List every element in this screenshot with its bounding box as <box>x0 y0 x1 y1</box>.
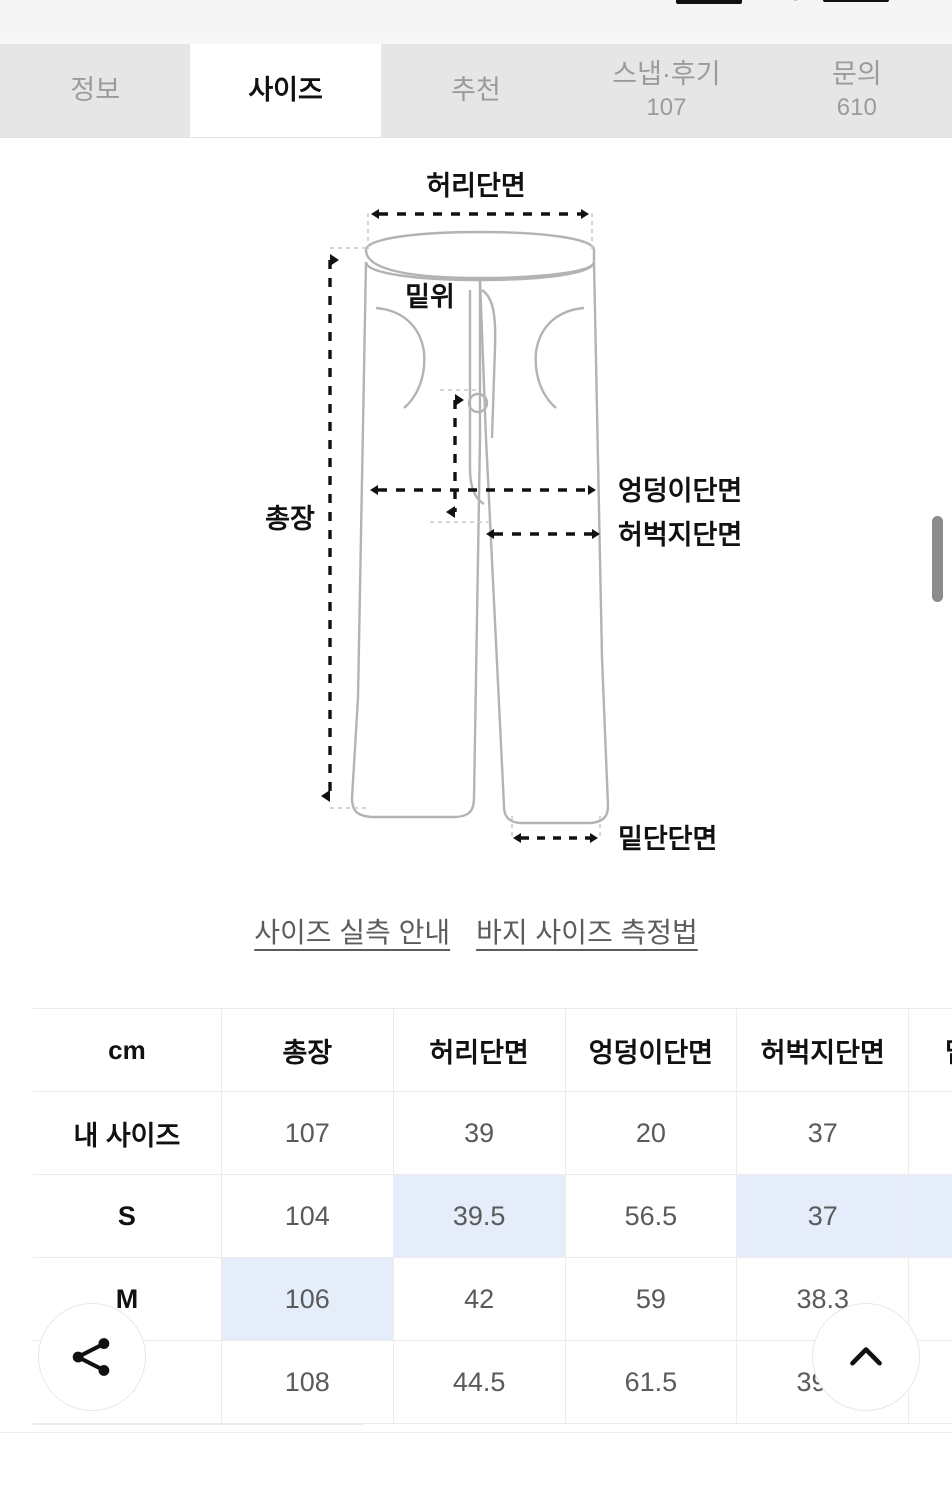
diagram-label-total-length: 총장 <box>265 504 315 534</box>
table-row: M 106 42 59 38.3 37 <box>33 1257 952 1341</box>
table-row: 내 사이즈 107 39 20 37 36 <box>33 1091 952 1175</box>
size-table-unit-header: cm <box>33 1008 222 1092</box>
page-scrollbar-thumb[interactable] <box>932 516 943 602</box>
tab-info-label: 정보 <box>70 74 121 105</box>
diagram-label-rise: 밑위 <box>405 282 455 312</box>
cell-mysize-waist: 39 <box>393 1091 566 1175</box>
pants-measurement-diagram: 허리단면 총장 밑위 엉덩이단면 허벅지단면 밑단 <box>0 138 952 898</box>
top-strip-base <box>0 38 952 44</box>
pants-measure-method-link[interactable]: 바지 사이즈 측정법 <box>476 917 698 948</box>
cell-s-hem: 36 <box>908 1174 952 1258</box>
diagram-label-hip: 엉덩이단면 <box>618 476 742 506</box>
cell-mysize-hip: 20 <box>565 1091 738 1175</box>
size-table-row-label-s: S <box>33 1174 222 1258</box>
cell-m-hem: 37 <box>908 1257 952 1341</box>
size-table-row-label-my-size: 내 사이즈 <box>33 1091 222 1175</box>
cell-m-total-length: 106 <box>221 1257 394 1341</box>
tab-recommend[interactable]: 추천 <box>380 44 572 137</box>
tab-info[interactable]: 정보 <box>0 44 191 137</box>
cell-m-waist: 42 <box>393 1257 566 1341</box>
diagram-label-hem: 밑단단면 <box>618 824 717 854</box>
tab-inquiry-label: 문의 <box>831 58 882 89</box>
cell-s-thigh: 37 <box>736 1174 910 1258</box>
cell-mysize-hem: 36 <box>908 1091 952 1175</box>
diagram-label-thigh: 허벅지단면 <box>618 520 742 550</box>
cell-l-waist: 44.5 <box>393 1340 566 1424</box>
size-table-col-thigh: 허벅지단면 <box>736 1008 910 1092</box>
cell-s-total-length: 104 <box>221 1174 394 1258</box>
cell-mysize-thigh: 37 <box>736 1091 910 1175</box>
size-table-col-hip: 엉덩이단면 <box>565 1008 738 1092</box>
cell-m-hip: 59 <box>565 1257 738 1341</box>
size-table-header-row: cm 총장 허리단면 엉덩이단면 허벅지단면 밑단단면 <box>33 1008 952 1092</box>
cell-l-total-length: 108 <box>221 1340 394 1424</box>
tab-snap-review-count: 107 <box>646 94 687 122</box>
cell-l-hip: 61.5 <box>565 1340 738 1424</box>
size-measure-guide-link[interactable]: 사이즈 실측 안내 <box>254 917 451 948</box>
diagram-label-waist: 허리단면 <box>426 171 525 201</box>
tab-snap-review[interactable]: 스냅·후기 107 <box>571 44 762 137</box>
share-button[interactable] <box>38 1303 146 1411</box>
pants-outline <box>350 230 610 825</box>
size-table-bottom-rule <box>33 1424 363 1425</box>
size-table-col-total-length: 총장 <box>221 1008 394 1092</box>
tab-size-label: 사이즈 <box>248 74 323 105</box>
size-table-col-waist: 허리단면 <box>393 1008 566 1092</box>
tab-recommend-label: 추천 <box>451 74 501 105</box>
pants-diagram-svg: 허리단면 총장 밑위 엉덩이단면 허벅지단면 밑단 <box>265 171 742 854</box>
top-cutoff-block-left <box>676 0 742 4</box>
page-scrollbar-track[interactable] <box>932 138 948 1432</box>
tab-size[interactable]: 사이즈 <box>190 44 381 137</box>
share-icon <box>72 1338 110 1376</box>
bottom-action-bar <box>0 1432 952 1500</box>
scroll-to-top-button[interactable] <box>812 1303 920 1411</box>
top-cutoff-strip <box>0 0 952 44</box>
table-row: S 104 39.5 56.5 37 36 <box>33 1174 952 1258</box>
chevron-up-icon <box>850 1347 882 1366</box>
cell-s-waist: 39.5 <box>393 1174 566 1258</box>
product-section-tabs: 정보 사이즈 추천 스냅·후기 107 문의 610 <box>0 44 952 138</box>
tab-inquiry-count: 610 <box>836 94 877 122</box>
tab-inquiry[interactable]: 문의 610 <box>761 44 952 137</box>
cell-mysize-total-length: 107 <box>221 1091 394 1175</box>
top-cutoff-block-right <box>823 0 889 2</box>
top-cutoff-separator-dot <box>793 0 798 1</box>
tab-snap-review-label: 스냅·후기 <box>612 58 721 89</box>
size-table-col-hem: 밑단단면 <box>908 1008 952 1092</box>
cell-s-hip: 56.5 <box>565 1174 738 1258</box>
size-guide-links: 사이즈 실측 안내 바지 사이즈 측정법 <box>0 898 952 964</box>
